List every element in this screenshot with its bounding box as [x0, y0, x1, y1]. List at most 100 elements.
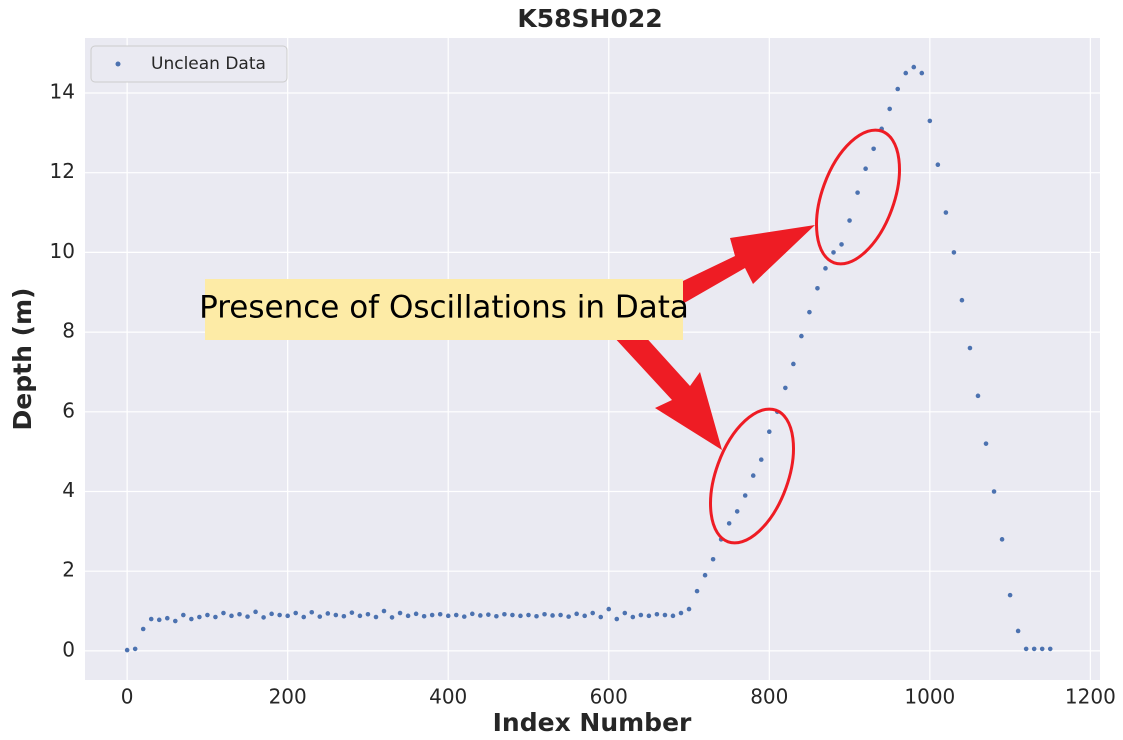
data-point — [935, 162, 941, 168]
data-point — [558, 612, 563, 618]
data-point — [855, 190, 860, 195]
data-point — [646, 613, 652, 619]
annotation-box — [205, 279, 683, 340]
data-point — [429, 612, 435, 618]
highlight-ellipse — [709, 407, 795, 545]
data-point — [229, 613, 234, 619]
data-point — [975, 393, 981, 399]
data-point — [871, 146, 876, 152]
data-point — [486, 612, 491, 617]
data-point — [951, 250, 957, 255]
legend-box — [90, 45, 288, 83]
data-point — [758, 457, 764, 462]
data-point — [983, 441, 989, 446]
data-point — [389, 615, 395, 620]
data-point — [582, 613, 587, 619]
data-point — [710, 556, 716, 562]
y-tick-label: 0 — [62, 637, 75, 661]
legend-label: Unclean Data — [151, 54, 266, 74]
data-point — [510, 612, 515, 618]
data-point — [815, 285, 820, 291]
y-tick-label: 6 — [62, 398, 75, 422]
plot-area — [85, 38, 1100, 680]
data-point — [799, 333, 804, 339]
data-point — [638, 612, 644, 618]
data-point — [622, 610, 628, 616]
data-point — [132, 646, 138, 652]
data-point — [911, 64, 917, 70]
x-tick-label: 800 — [750, 685, 788, 709]
data-point — [317, 614, 323, 619]
data-point — [670, 613, 676, 619]
data-point — [205, 612, 210, 618]
data-point — [285, 613, 290, 619]
data-point — [662, 612, 668, 618]
data-point — [1039, 646, 1045, 652]
data-point — [445, 613, 451, 619]
arrow — [660, 225, 815, 310]
data-point — [373, 614, 379, 620]
data-point — [614, 616, 620, 622]
data-point — [325, 611, 331, 616]
data-point — [478, 613, 483, 618]
y-tick-label: 12 — [50, 159, 75, 183]
data-point — [453, 612, 459, 618]
data-point — [534, 613, 539, 619]
y-tick-label: 8 — [62, 319, 75, 343]
legend: Unclean Data — [90, 45, 288, 83]
data-point — [237, 611, 242, 617]
x-tick-label: 400 — [429, 685, 467, 709]
data-point — [686, 606, 692, 612]
data-point — [381, 608, 387, 614]
data-point — [156, 617, 162, 623]
annotation-arrows — [612, 128, 901, 545]
data-point — [903, 70, 909, 76]
data-point — [863, 166, 868, 172]
data-point — [606, 606, 612, 612]
data-point — [766, 429, 772, 435]
data-point — [197, 614, 202, 620]
data-point — [927, 118, 933, 124]
data-point — [365, 611, 371, 617]
data-point — [702, 572, 708, 578]
data-point — [919, 70, 925, 76]
data-point — [164, 615, 170, 621]
data-point — [999, 537, 1005, 542]
x-tick-label: 1000 — [904, 685, 955, 709]
data-point — [967, 345, 973, 351]
data-point — [742, 493, 748, 498]
x-tick-label: 1200 — [1065, 685, 1116, 709]
data-point — [301, 614, 307, 620]
data-point — [405, 613, 411, 619]
data-point — [333, 612, 339, 618]
data-point — [831, 250, 836, 255]
data-point — [341, 613, 347, 619]
data-point — [887, 106, 892, 112]
data-point — [469, 611, 475, 617]
data-point — [189, 616, 194, 622]
annotation: Presence of Oscillations in Data — [199, 290, 689, 326]
data-point — [349, 610, 355, 615]
data-point — [566, 614, 571, 619]
data-point — [694, 588, 700, 594]
data-point — [550, 613, 555, 618]
data-point — [630, 614, 636, 620]
data-point — [1031, 646, 1037, 652]
data-point — [140, 626, 146, 632]
data-point — [734, 509, 740, 514]
data-point — [357, 613, 363, 619]
y-tick-label: 4 — [62, 478, 75, 502]
data-points — [124, 64, 1053, 653]
data-point — [277, 612, 282, 618]
data-point — [221, 610, 226, 616]
y-tick-label: 10 — [50, 239, 75, 263]
data-point — [959, 297, 965, 303]
data-point — [494, 613, 499, 619]
data-point — [726, 521, 732, 526]
data-point — [750, 473, 756, 478]
data-point — [598, 614, 604, 620]
data-point — [654, 611, 660, 617]
data-point — [590, 610, 596, 616]
y-axis-label: Depth (m) — [8, 288, 37, 431]
y-tick-label: 2 — [62, 558, 75, 582]
